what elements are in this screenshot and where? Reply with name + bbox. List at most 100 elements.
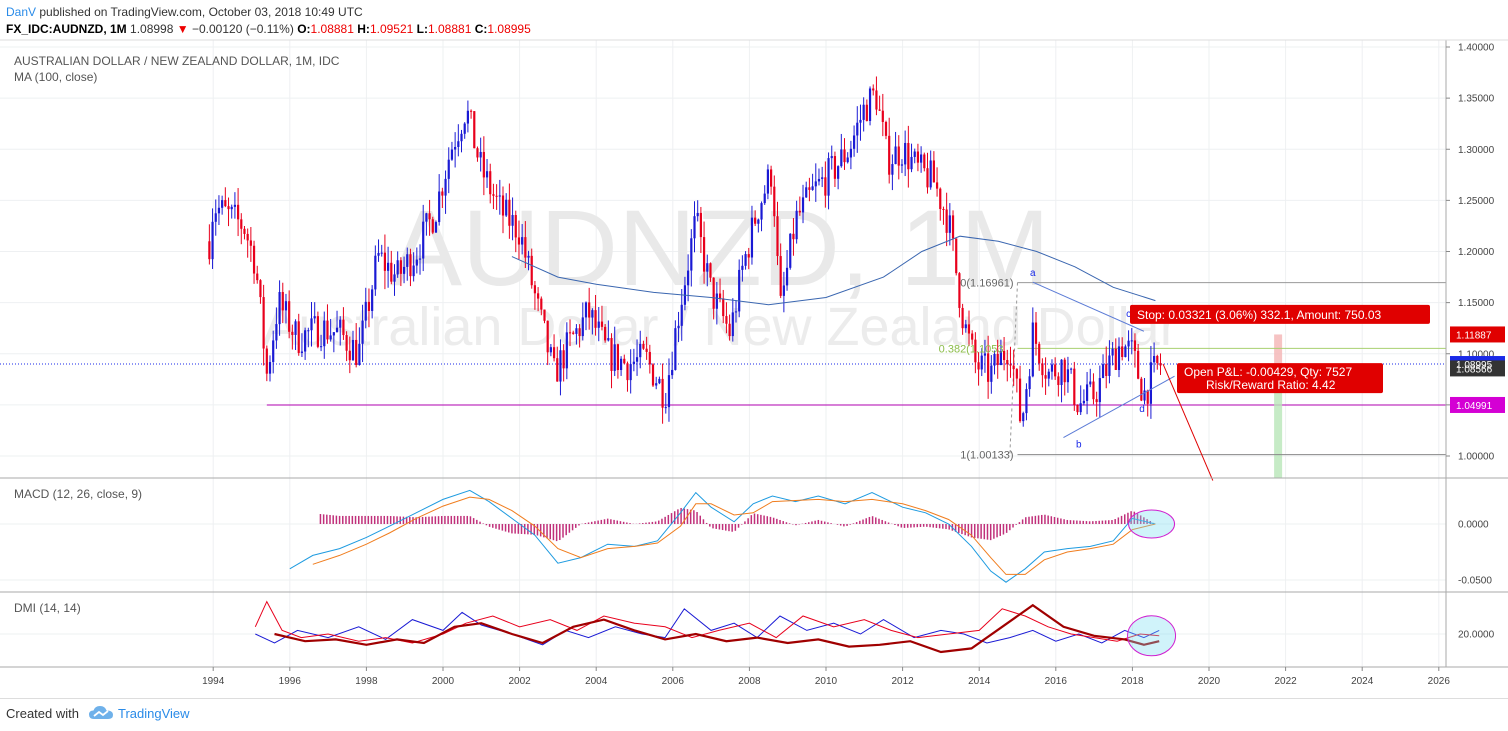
candle-body — [1140, 378, 1143, 401]
candle-body — [444, 178, 447, 196]
tradingview-link[interactable]: TradingView — [118, 706, 190, 721]
candle-body — [878, 109, 881, 111]
candle-body — [498, 195, 501, 197]
low-label: L: — [416, 22, 428, 36]
candle-body — [1063, 359, 1066, 383]
candle-body — [974, 339, 977, 363]
chart-header: DanV published on TradingView.com, Octob… — [0, 0, 1508, 40]
candle-body — [763, 193, 766, 204]
candle-body — [996, 353, 999, 366]
macd-line — [289, 489, 1156, 583]
candle-body — [830, 156, 833, 159]
candle-body — [543, 309, 546, 321]
ma-indicator-label: MA (100, close) — [14, 70, 97, 84]
candle-body — [913, 151, 916, 157]
candle-body — [476, 148, 479, 158]
open-label: O: — [297, 22, 311, 36]
x-tick-label-2016: 2016 — [1045, 676, 1068, 687]
candle-body — [1149, 362, 1153, 404]
candle-body — [377, 252, 380, 256]
candle-body — [380, 252, 383, 254]
candle-body — [1101, 364, 1105, 379]
candle-body — [227, 206, 230, 210]
candle-body — [1054, 364, 1057, 377]
candle-body — [291, 331, 294, 335]
candle-body — [635, 357, 639, 362]
candle-body — [316, 316, 319, 347]
candle-body — [1060, 359, 1063, 386]
publish-text: published on TradingView.com, October 03… — [39, 5, 363, 19]
high-label: H: — [357, 22, 370, 36]
tradingview-cloud-icon — [89, 706, 113, 719]
candle-body — [1098, 378, 1101, 403]
candle-body — [789, 233, 792, 268]
macd-pane-title: MACD (12, 26, close, 9) — [14, 487, 142, 501]
candle-body — [613, 344, 616, 371]
candle-body — [897, 146, 900, 166]
footer: Created with TradingView — [0, 698, 1508, 731]
candle-body — [779, 256, 782, 296]
dmi-pane-title: DMI (14, 14) — [14, 601, 81, 615]
candle-body — [623, 358, 626, 364]
candle-body — [428, 213, 431, 220]
candle-body — [278, 292, 281, 325]
candle-body — [1018, 378, 1022, 422]
candle-body — [929, 160, 932, 188]
candle-body — [1015, 369, 1018, 379]
candle-body — [731, 312, 734, 337]
candle-body — [568, 332, 572, 334]
candle-body — [460, 133, 463, 142]
fib-0-label: 0(1.16961) — [960, 278, 1013, 290]
price-tag-value: 1.08566 — [1456, 364, 1493, 375]
candle-body — [332, 332, 335, 336]
candle-body — [288, 301, 291, 332]
candle-body — [540, 298, 543, 310]
candle-body — [249, 240, 252, 246]
candle-body — [508, 199, 511, 226]
candle-body — [463, 123, 466, 134]
candle-body — [431, 219, 434, 233]
candle-body — [371, 289, 374, 311]
candle-body — [744, 254, 747, 266]
candle-body — [1009, 364, 1012, 366]
candle-body — [575, 328, 578, 334]
candle-body — [1089, 381, 1092, 385]
candle-body — [329, 335, 332, 340]
candle-body — [604, 326, 607, 341]
candle-body — [549, 347, 552, 353]
candle-body — [409, 254, 412, 277]
candle-body — [1041, 363, 1044, 376]
author-link[interactable]: DanV — [6, 5, 37, 19]
candle-body — [718, 293, 722, 299]
candle-body — [817, 178, 821, 182]
price-change: −0.00120 (−0.11%) — [191, 22, 294, 36]
candle-body — [967, 324, 971, 334]
candle-body — [894, 146, 897, 165]
candle-body — [1146, 390, 1149, 404]
candle-body — [591, 310, 594, 318]
candle-body — [1025, 389, 1028, 414]
candle-body — [422, 221, 425, 259]
candle-body — [642, 343, 645, 349]
candle-body — [639, 343, 642, 358]
candle-body — [661, 378, 664, 408]
candle-body — [1076, 404, 1079, 413]
triangle-lower-line — [1063, 375, 1175, 439]
candle-body — [358, 343, 361, 365]
candle-body — [355, 339, 358, 365]
candle-body — [658, 378, 661, 384]
candle-body — [610, 338, 613, 371]
chart-canvas[interactable]: AUDNZD, 1M Australian Dollar / New Zeala… — [0, 0, 1508, 698]
price-tag-box — [1450, 326, 1505, 343]
candle-body — [441, 191, 444, 196]
candle-body — [524, 237, 527, 258]
candle-body — [556, 358, 559, 382]
candle-body — [738, 269, 741, 312]
candle-body — [1095, 399, 1098, 403]
candle-body — [856, 122, 859, 136]
candle-body — [910, 156, 913, 170]
candle-body — [335, 327, 339, 333]
x-tick-label-2020: 2020 — [1198, 676, 1221, 687]
price-tag-value: 1.08995 — [1456, 360, 1493, 371]
ma-100-line — [511, 235, 1156, 306]
